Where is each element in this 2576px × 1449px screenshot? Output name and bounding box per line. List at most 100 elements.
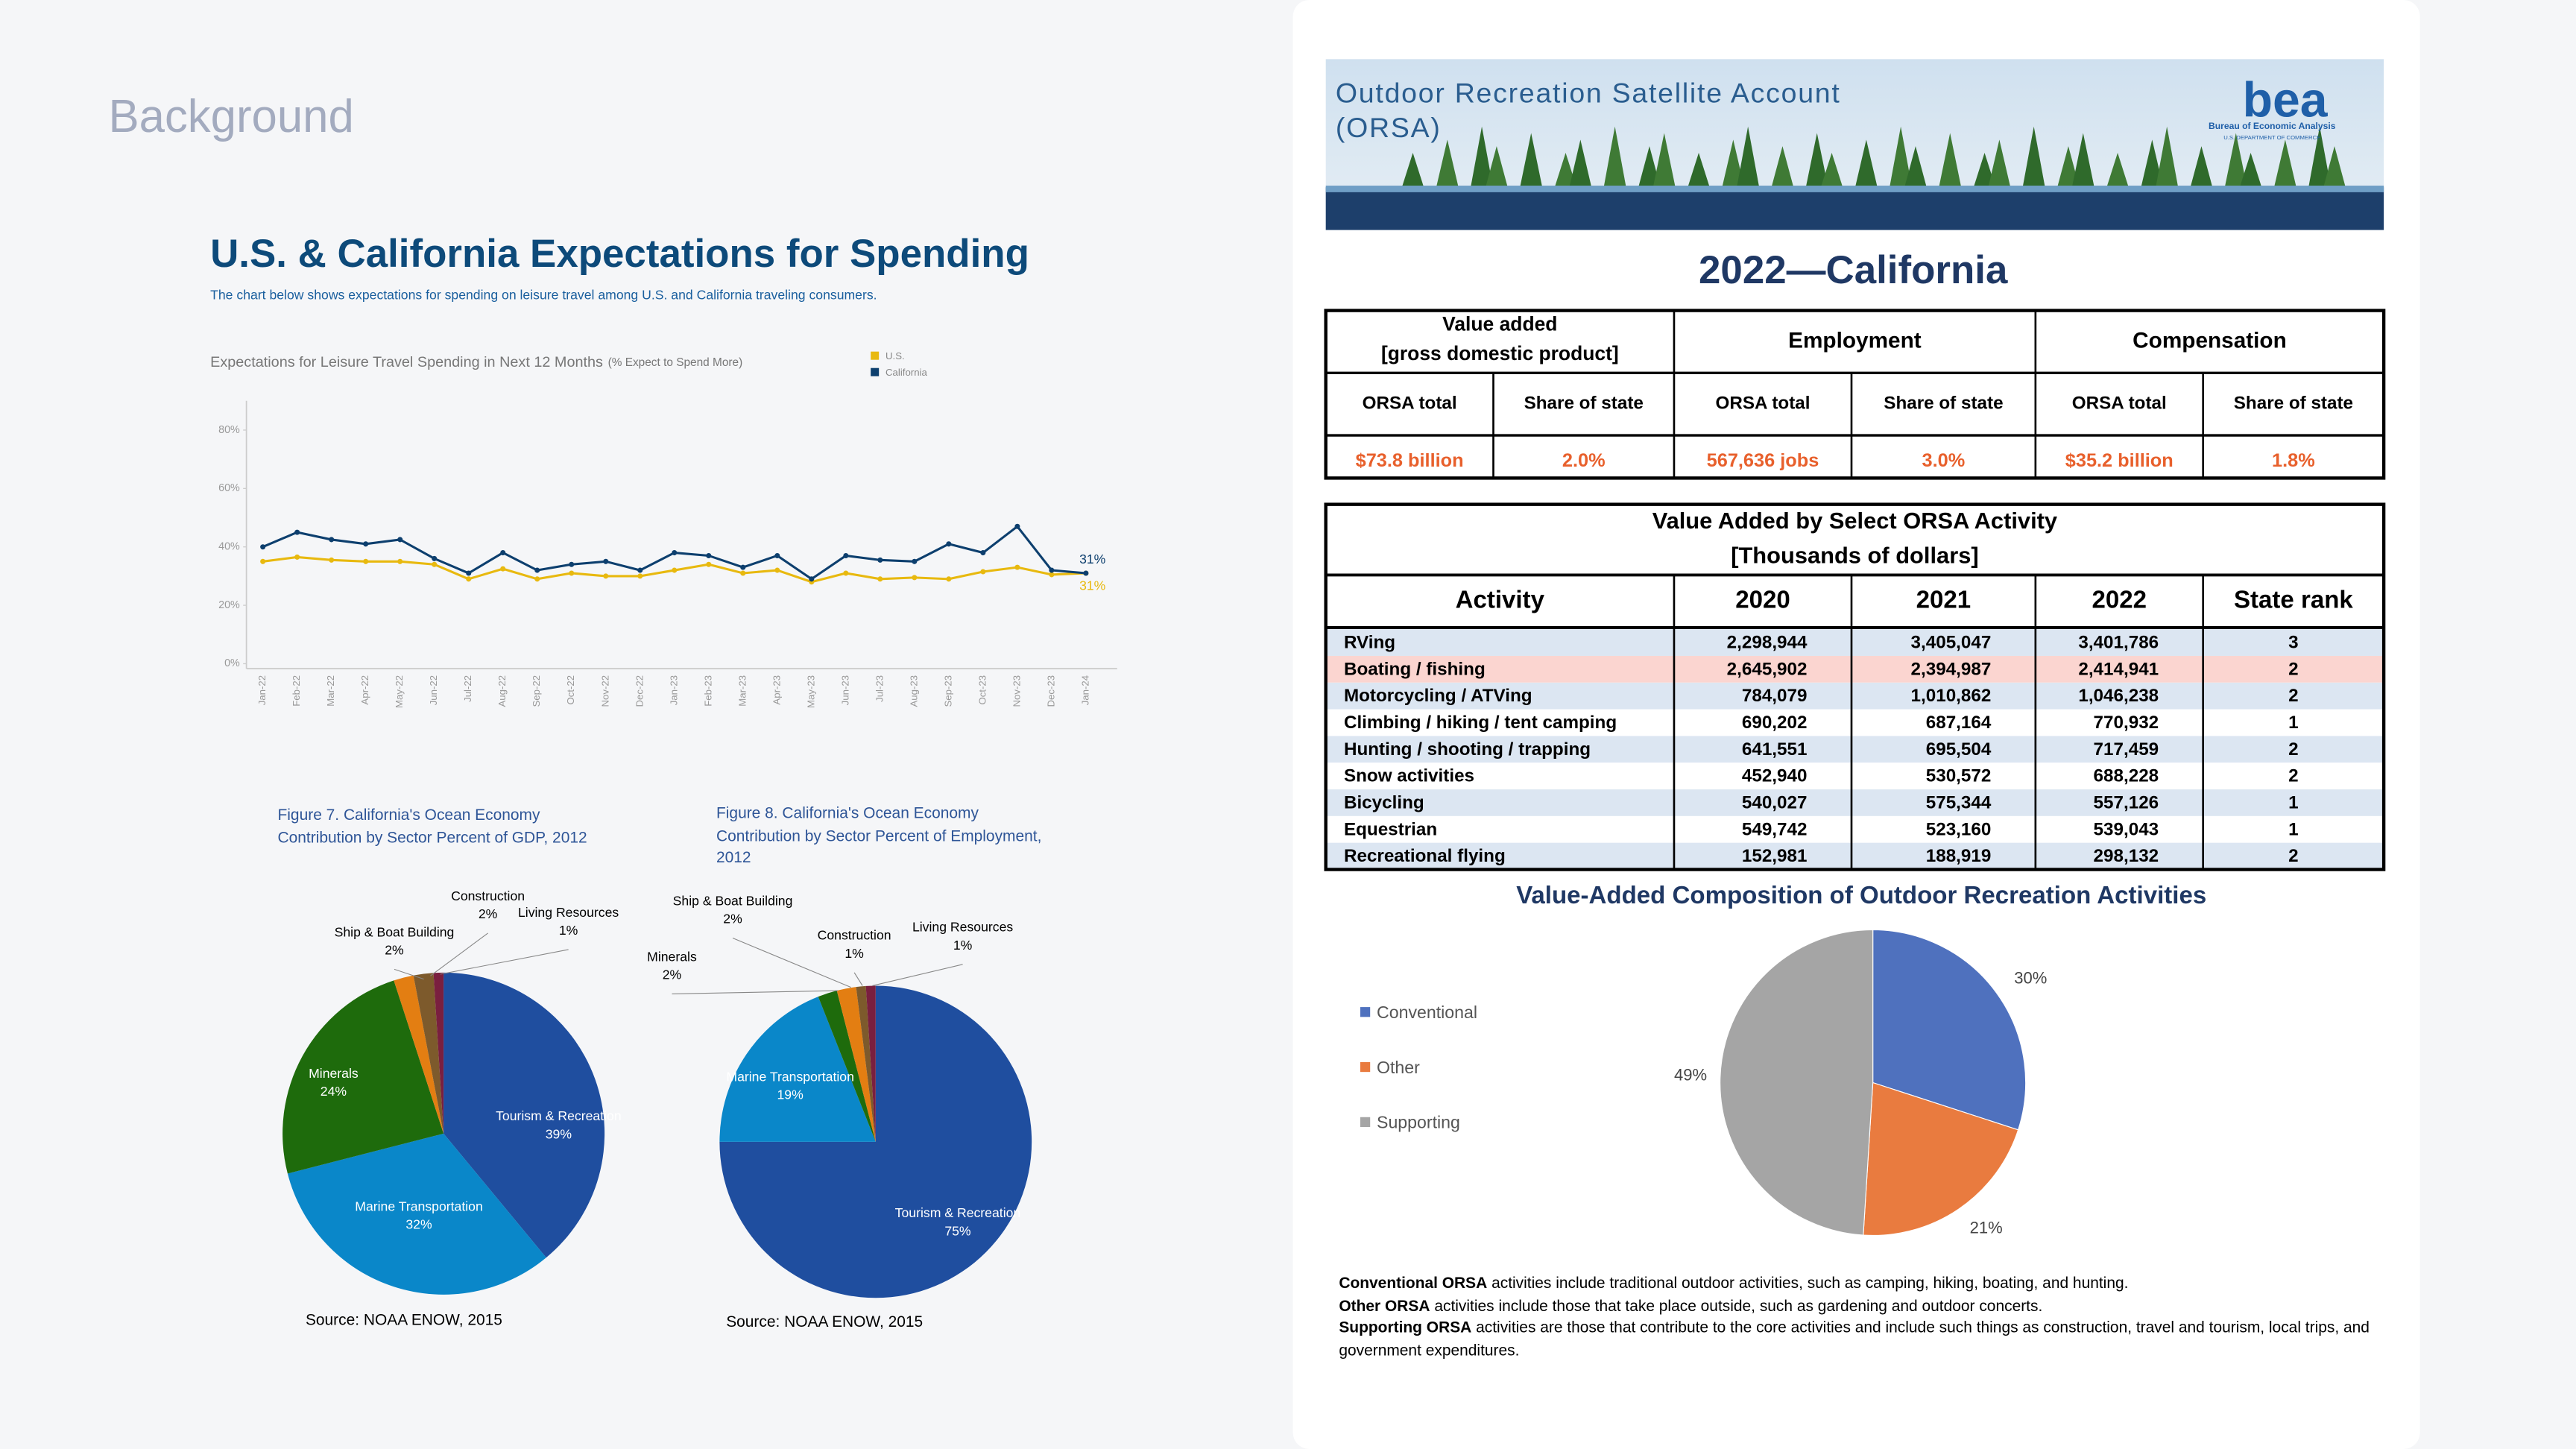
tree — [1485, 146, 1509, 189]
point — [637, 573, 643, 579]
column-header: 2022 — [2092, 586, 2147, 613]
tree — [1603, 126, 1627, 189]
tree — [1889, 126, 1913, 189]
cell-value: 687,164 — [1926, 713, 1992, 733]
point — [912, 575, 918, 581]
state-title: 2022—California — [1699, 248, 2008, 292]
cell-value: 770,932 — [2094, 713, 2159, 733]
slice-label: Construction 1% — [789, 912, 920, 977]
activity-name: Equestrian — [1344, 819, 1437, 839]
tree — [2224, 133, 2248, 189]
cell-value: 641,551 — [1742, 739, 1808, 760]
cell-value: 1,046,238 — [2078, 686, 2159, 706]
slice-value: 19% — [777, 1087, 804, 1102]
cell-value: 539,043 — [2094, 819, 2159, 839]
legend-label: Conventional — [1377, 1003, 1477, 1022]
tree — [1854, 139, 1878, 189]
department: U.S. DEPARTMENT OF COMMERCE — [2223, 134, 2320, 141]
table-border — [1324, 502, 2386, 871]
leader-line — [394, 968, 424, 980]
point — [774, 567, 780, 573]
cell-value: 540,027 — [1742, 792, 1808, 812]
slice-name: Minerals — [647, 949, 697, 965]
data-label: 31% — [1079, 578, 1106, 593]
slice-label: Marine Transportation 19% — [726, 1069, 854, 1102]
y-tick-label: 20% — [218, 599, 240, 611]
cell-value: $35.2 billion — [2065, 450, 2174, 471]
row-band — [1325, 682, 2384, 710]
point — [363, 541, 369, 547]
slice-name: Ship & Boat Building — [334, 924, 455, 940]
slice-value: 39% — [545, 1127, 572, 1142]
activity-name: Bicycling — [1344, 792, 1424, 812]
slice-label-box: Ship & Boat Building 2% — [329, 909, 460, 974]
footnote-text: activities include traditional outdoor a… — [1487, 1275, 2129, 1293]
point — [1083, 570, 1089, 576]
agency: Bureau of Economic Analysis — [2209, 121, 2336, 131]
row-band — [1325, 815, 2384, 843]
point — [603, 558, 609, 564]
footnote: Supporting ORSA activities are those tha… — [1339, 1318, 2390, 1363]
shore — [1325, 186, 2384, 192]
point — [569, 570, 575, 576]
pie-slice — [1863, 1082, 2019, 1237]
group-header: Value added — [1442, 312, 1557, 335]
column-header: ORSA total — [1363, 394, 1457, 414]
point — [809, 576, 815, 582]
cell-value: 2.0% — [1562, 450, 1606, 471]
cell-value: 688,228 — [2094, 766, 2159, 786]
slice-value: 24% — [320, 1084, 347, 1099]
cell-value: 152,981 — [1742, 846, 1808, 866]
slice-label-box: Living Resources 1% — [897, 903, 1028, 969]
tree — [2308, 126, 2332, 189]
slice-label: Ship & Boat Building 2% — [667, 877, 798, 943]
tree — [1805, 133, 1829, 189]
activity-name: Snow activities — [1344, 766, 1474, 786]
cell-value: 3 — [2288, 633, 2298, 653]
row-band — [1325, 736, 2384, 763]
activity-name: Recreational flying — [1344, 846, 1506, 866]
table-border — [1324, 309, 2386, 480]
slice-name: Marine Transportation — [726, 1069, 854, 1085]
slice-name: Tourism & Recreation — [894, 1205, 1021, 1221]
cell-value: 2,298,944 — [1727, 633, 1808, 653]
slice-label: Tourism & Recreation 39% — [496, 1109, 622, 1142]
point — [877, 557, 883, 563]
footnote-text: activities are those that contribute to … — [1339, 1319, 2370, 1360]
tree — [1401, 152, 1424, 189]
slice-label-box: Tourism & Recreation 75% — [892, 1190, 1023, 1255]
cell-value: 3,401,786 — [2078, 633, 2159, 653]
x-tick-label: Jul-23 — [874, 675, 885, 702]
x-tick-label: Sep-22 — [531, 675, 542, 707]
activity-name: RVing — [1344, 633, 1395, 653]
point — [432, 555, 438, 561]
cell-value: 567,636 jobs — [1707, 450, 1819, 471]
table-title: Value Added by Select ORSA Activity — [1652, 508, 2057, 534]
slice-name: Ship & Boat Building — [672, 894, 793, 909]
slice-label-box: Ship & Boat Building 2% — [667, 877, 798, 943]
point — [877, 576, 883, 582]
slice-name: Living Resources — [517, 905, 619, 921]
point — [363, 558, 369, 564]
point — [329, 537, 335, 543]
chart-title-note: (% Expect to Spend More) — [608, 356, 743, 369]
tree — [1519, 133, 1543, 189]
column-header: Activity — [1456, 586, 1545, 613]
slice-name: Marine Transportation — [355, 1199, 483, 1214]
cell-value: 2 — [2288, 686, 2298, 706]
y-tick-label: 80% — [218, 424, 240, 436]
footnote-term: Conventional ORSA — [1339, 1275, 1488, 1293]
column-header: Share of state — [2234, 394, 2353, 414]
slice-value: 1% — [558, 923, 578, 938]
slice-label-box: Construction 2% — [422, 872, 553, 938]
data-label: 31% — [1079, 552, 1106, 566]
cell-value: $73.8 billion — [1356, 450, 1464, 471]
banner-title: Outdoor Recreation Satellite Account — [1336, 78, 1841, 109]
pie-slice — [443, 972, 605, 1258]
slice-label: Construction 2% — [422, 872, 553, 938]
slice-label-box: Construction 1% — [789, 912, 920, 977]
figure-caption-box: Figure 8. California's Ocean Economy Con… — [716, 805, 1042, 868]
cell-value: 3.0% — [1922, 450, 1966, 471]
logo: bea — [2243, 72, 2329, 127]
point — [672, 567, 678, 573]
